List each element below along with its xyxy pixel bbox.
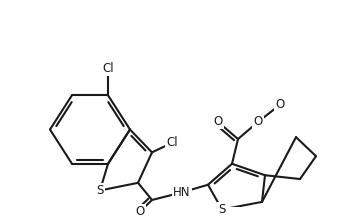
Text: O: O [213, 115, 223, 128]
Text: O: O [253, 115, 262, 128]
Text: HN: HN [173, 186, 191, 199]
Text: Cl: Cl [102, 62, 114, 75]
Text: O: O [135, 205, 144, 217]
Text: S: S [96, 184, 104, 197]
Text: Cl: Cl [166, 136, 178, 149]
Text: S: S [218, 203, 226, 216]
Text: O: O [276, 98, 285, 111]
